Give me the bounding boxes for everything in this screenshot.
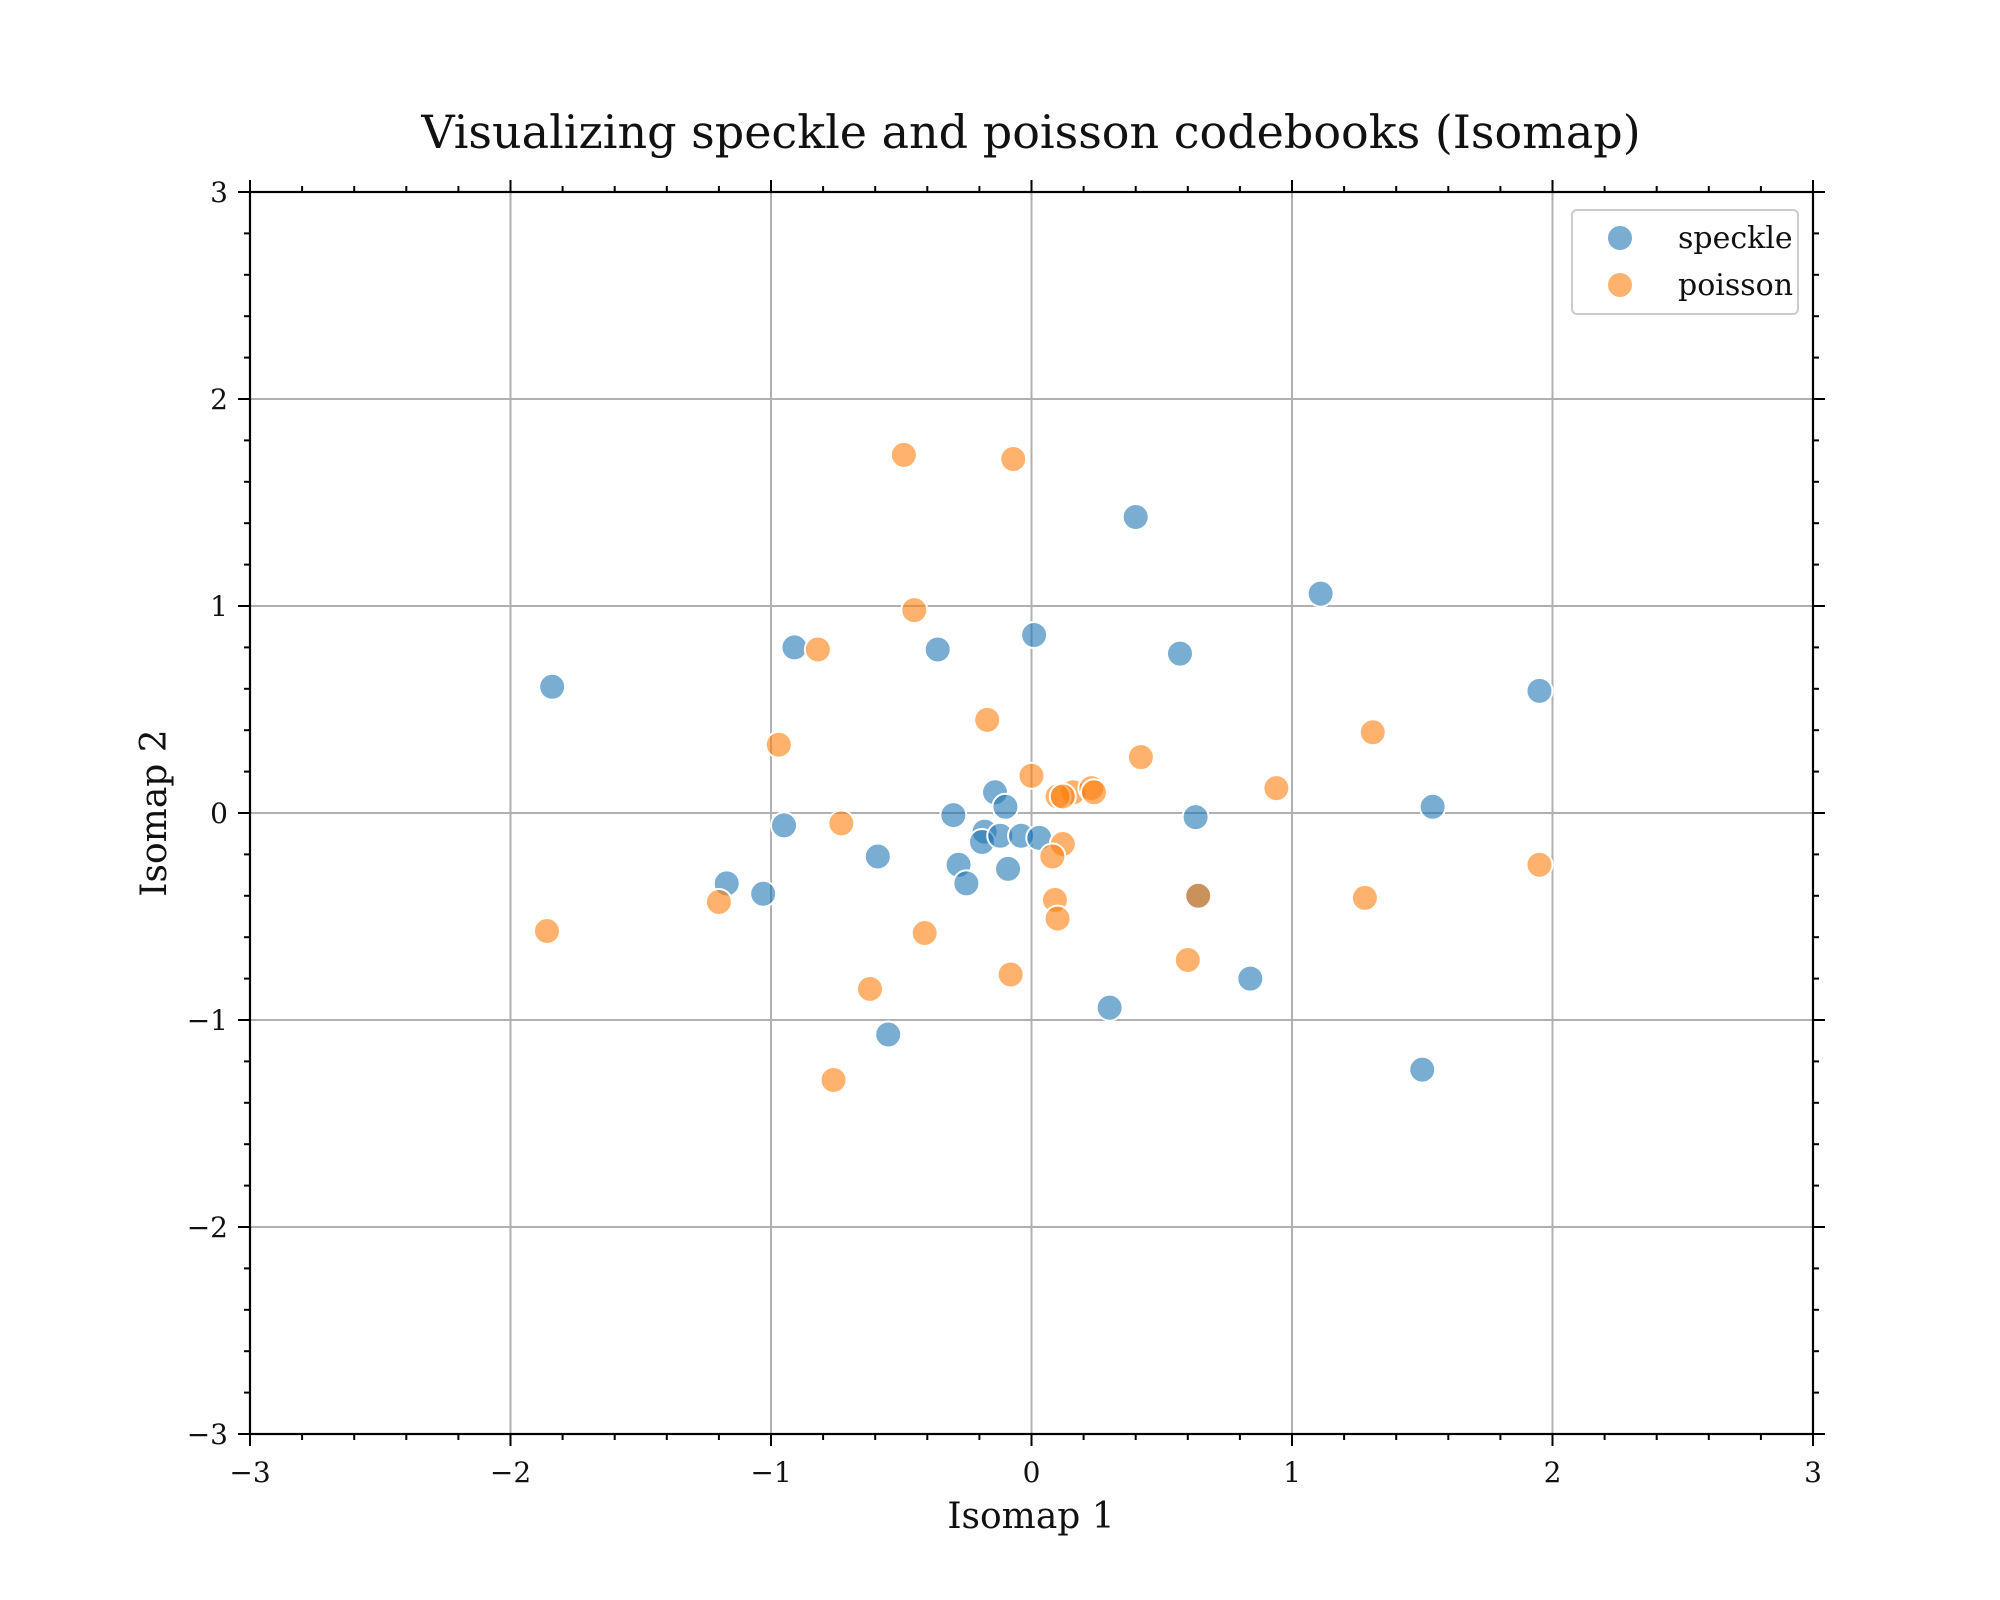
- x-tick-label: −3: [229, 1456, 270, 1489]
- speckle-point: [1306, 579, 1335, 608]
- x-tick-label: 2: [1544, 1456, 1562, 1489]
- speckle-point: [770, 811, 799, 840]
- y-axis-label: Isomap 2: [134, 729, 175, 896]
- y-tick-label: −3: [187, 1418, 228, 1451]
- speckle-point: [1121, 502, 1150, 531]
- y-tick-label: 1: [210, 590, 228, 623]
- x-tick-label: 1: [1283, 1456, 1301, 1489]
- poisson-point: [764, 730, 793, 759]
- speckle-point: [1020, 620, 1049, 649]
- speckle-point: [1408, 1055, 1437, 1084]
- y-tick-label: 2: [210, 383, 228, 416]
- speckle-point: [863, 842, 892, 871]
- x-tick-label: 3: [1804, 1456, 1822, 1489]
- poisson-point: [1262, 774, 1291, 803]
- legend-label-speckle: speckle: [1678, 221, 1793, 256]
- poisson-point: [803, 635, 832, 664]
- x-tick-label: −2: [490, 1456, 531, 1489]
- poisson-point: [1043, 904, 1072, 933]
- poisson-point: [532, 916, 561, 945]
- speckle-point: [1236, 964, 1265, 993]
- poisson-point: [1184, 881, 1213, 910]
- speckle-point: [952, 869, 981, 898]
- chart-title: Visualizing speckle and poisson codebook…: [420, 105, 1640, 159]
- speckle-point: [1418, 792, 1447, 821]
- legend-label-poisson: poisson: [1678, 268, 1793, 303]
- speckle-point: [991, 792, 1020, 821]
- y-tick-label: 0: [210, 797, 228, 830]
- speckle-point: [923, 635, 952, 664]
- poisson-point: [1525, 850, 1554, 879]
- legend-marker-poisson: [1606, 271, 1634, 299]
- speckle-point: [749, 879, 778, 908]
- speckle-point: [1165, 639, 1194, 668]
- legend: speckle poisson: [1571, 209, 1799, 315]
- data-points: [532, 440, 1554, 1095]
- speckle-point: [1181, 803, 1210, 832]
- poisson-point: [1126, 743, 1155, 772]
- grid-lines: [250, 192, 1813, 1434]
- speckle-point: [939, 801, 968, 830]
- poisson-point: [1048, 782, 1077, 811]
- poisson-point: [1358, 718, 1387, 747]
- poisson-point: [855, 974, 884, 1003]
- poisson-point: [1080, 778, 1109, 807]
- poisson-point: [1017, 761, 1046, 790]
- poisson-point: [819, 1066, 848, 1095]
- poisson-point: [889, 440, 918, 469]
- speckle-point: [994, 854, 1023, 883]
- speckle-point: [874, 1020, 903, 1049]
- poisson-point: [704, 888, 733, 917]
- speckle-point: [780, 633, 809, 662]
- x-axis-label: Isomap 1: [947, 1496, 1114, 1537]
- poisson-point: [910, 919, 939, 948]
- poisson-point: [900, 596, 929, 625]
- y-tick-label: −2: [187, 1211, 228, 1244]
- poisson-point: [996, 960, 1025, 989]
- axis-ticks: −3 −2 −1 0 1 2 3 −3 −2 −1 0 1 2 3: [187, 176, 1825, 1489]
- legend-marker-speckle: [1606, 224, 1634, 252]
- x-tick-label: −1: [750, 1456, 791, 1489]
- speckle-point: [538, 672, 567, 701]
- x-tick-label: 0: [1023, 1456, 1041, 1489]
- y-tick-label: 3: [210, 176, 228, 209]
- poisson-point: [1038, 842, 1067, 871]
- speckle-point: [1525, 676, 1554, 705]
- y-tick-label: −1: [187, 1004, 228, 1037]
- poisson-point: [973, 705, 1002, 734]
- poisson-point: [999, 445, 1028, 474]
- poisson-point: [1173, 945, 1202, 974]
- poisson-point: [827, 809, 856, 838]
- speckle-point: [1095, 993, 1124, 1022]
- poisson-point: [1350, 883, 1379, 912]
